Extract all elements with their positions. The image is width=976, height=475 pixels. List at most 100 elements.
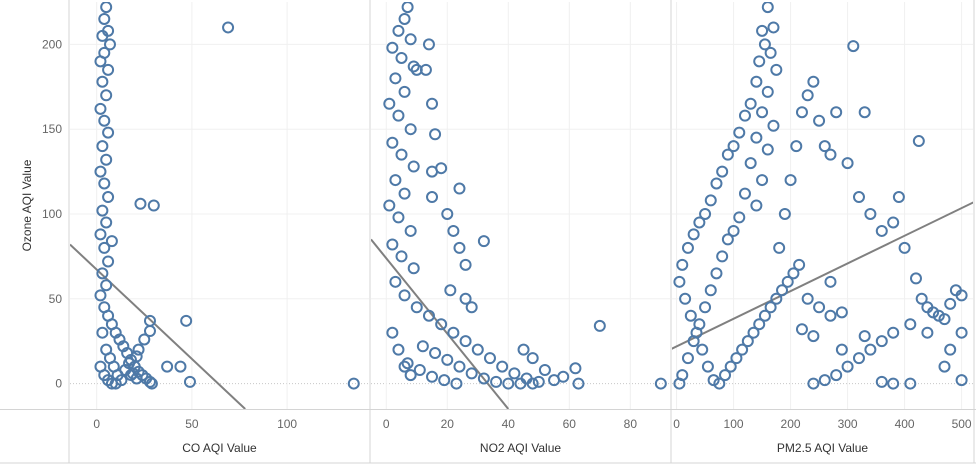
data-point (453, 182, 466, 195)
data-point (103, 38, 116, 51)
data-point (132, 343, 145, 356)
data-point (841, 157, 854, 170)
data-point (795, 323, 808, 336)
data-point (386, 41, 399, 54)
data-point (764, 301, 777, 314)
trend-line (672, 201, 973, 350)
data-point (756, 24, 769, 37)
data-point (465, 301, 478, 314)
axis-labels: Ozone AQI Value CO AQI Value NO2 AQI Val… (20, 37, 972, 455)
data-point (222, 21, 235, 34)
data-point (441, 207, 454, 220)
data-point (744, 157, 757, 170)
data-point (404, 369, 417, 382)
data-point (398, 12, 411, 25)
data-point (453, 241, 466, 254)
data-point (864, 343, 877, 356)
data-point (444, 284, 457, 297)
data-point (654, 377, 667, 390)
data-point (102, 255, 115, 268)
x-tick-label: 100 (277, 417, 297, 431)
data-point (429, 347, 442, 360)
data-point (386, 326, 399, 339)
data-point (383, 97, 396, 110)
data-point (679, 292, 692, 305)
data-point (532, 375, 545, 388)
data-point (138, 333, 151, 346)
data-point (756, 174, 769, 187)
data-point (747, 326, 760, 339)
data-point (701, 360, 714, 373)
data-point (572, 377, 585, 390)
data-point (852, 191, 865, 204)
data-point (471, 343, 484, 356)
data-point (830, 106, 843, 119)
data-point (824, 309, 837, 322)
trend-line (70, 243, 246, 409)
data-point (105, 235, 118, 248)
data-point (721, 233, 734, 246)
data-point (98, 114, 111, 127)
data-point (713, 377, 726, 390)
data-point (681, 352, 694, 365)
data-point (453, 360, 466, 373)
data-point (100, 2, 113, 14)
data-point (761, 85, 774, 98)
data-point (410, 301, 423, 314)
data-point (143, 375, 156, 388)
data-point (426, 165, 439, 178)
data-point (875, 224, 888, 237)
data-point (102, 191, 115, 204)
x-tick-label: 0 (673, 417, 680, 431)
data-point (459, 292, 472, 305)
data-point (161, 360, 174, 373)
x-tick-label: 400 (895, 417, 915, 431)
data-point (508, 367, 521, 380)
data-point (955, 326, 968, 339)
data-point (100, 279, 113, 292)
data-points (94, 2, 968, 390)
data-point (793, 258, 806, 271)
data-point (102, 126, 115, 139)
data-point (904, 318, 917, 331)
data-point (538, 363, 551, 376)
data-point (824, 275, 837, 288)
data-point (526, 352, 539, 365)
data-point (753, 55, 766, 68)
data-point (94, 55, 107, 68)
data-point (830, 369, 843, 382)
x-tick-label: 40 (502, 417, 516, 431)
data-point (875, 375, 888, 388)
data-point (818, 374, 831, 387)
x-tick-label: 200 (781, 417, 801, 431)
data-point (404, 33, 417, 46)
data-point (383, 199, 396, 212)
data-point (438, 374, 451, 387)
data-point (398, 289, 411, 302)
data-point (738, 187, 751, 200)
data-point (398, 187, 411, 200)
data-point (767, 21, 780, 34)
data-point (875, 335, 888, 348)
data-point (704, 284, 717, 297)
x-axis-title-co: CO AQI Value (182, 441, 257, 455)
data-point (426, 370, 439, 383)
x-tick-label: 50 (185, 417, 199, 431)
data-point (395, 250, 408, 263)
data-point (398, 360, 411, 373)
data-point (569, 362, 582, 375)
data-point (909, 272, 922, 285)
data-point (483, 352, 496, 365)
data-point (392, 211, 405, 224)
x-axis-title-pm25: PM2.5 AQI Value (777, 441, 868, 455)
data-point (398, 85, 411, 98)
x-tick-label: 20 (441, 417, 455, 431)
data-point (147, 199, 160, 212)
data-point (676, 258, 689, 271)
data-point (778, 207, 791, 220)
data-point (795, 106, 808, 119)
data-point (781, 275, 794, 288)
data-point (887, 326, 900, 339)
data-point (807, 330, 820, 343)
data-point (422, 309, 435, 322)
